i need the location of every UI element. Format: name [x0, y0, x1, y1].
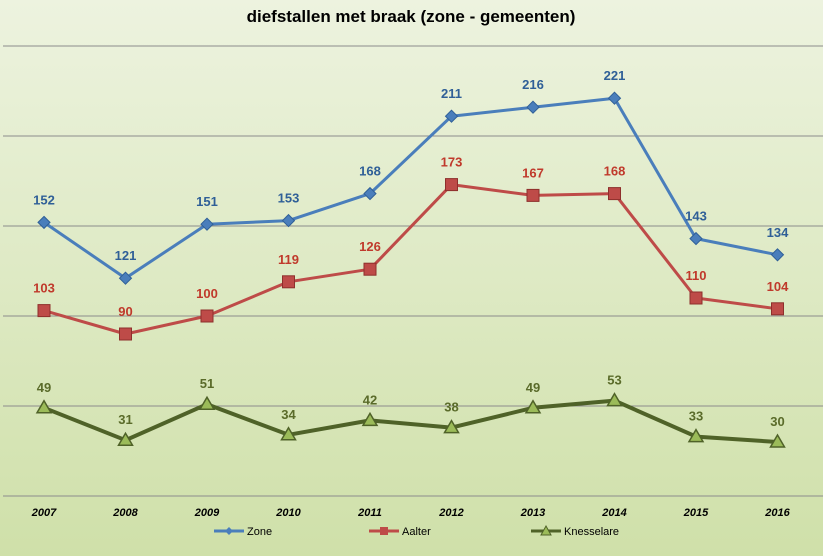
legend-label-knesselare: Knesselare	[564, 526, 619, 538]
data-label-zone-2015: 143	[685, 209, 707, 224]
data-point-knesselare-2011	[361, 411, 379, 427]
data-label-aalter-2015: 110	[686, 268, 707, 283]
data-label-aalter-2012: 173	[441, 155, 463, 170]
x-tick-label: 2011	[357, 507, 382, 519]
legend-marker-aalter	[380, 527, 388, 535]
data-point-aalter-2012	[445, 178, 458, 192]
series-line-knesselare	[43, 398, 778, 444]
data-point-zone-2010	[281, 213, 296, 228]
data-label-knesselare-2009: 51	[200, 376, 214, 391]
x-tick-label: 2009	[194, 507, 220, 519]
data-point-zone-2016	[770, 248, 785, 262]
data-point-knesselare-2010	[280, 426, 297, 441]
data-point-aalter-2013	[526, 188, 540, 202]
data-point-aalter-2015	[689, 291, 703, 305]
data-label-aalter-2008: 90	[118, 304, 132, 319]
x-tick-label: 2015	[683, 507, 709, 519]
chart-title: diefstallen met braak (zone - gemeenten)	[247, 7, 576, 26]
legend-marker-zone	[225, 527, 233, 535]
data-label-zone-2013: 216	[522, 77, 544, 92]
x-tick-label: 2013	[520, 507, 545, 519]
data-label-knesselare-2016: 30	[770, 414, 784, 429]
data-point-knesselare-2009	[198, 395, 216, 410]
series-line-aalter	[43, 183, 778, 336]
x-tick-label: 2010	[275, 507, 301, 519]
data-point-aalter-2009	[200, 309, 214, 323]
data-point-aalter-2007	[37, 304, 51, 318]
data-point-knesselare-2007	[35, 399, 53, 414]
data-point-zone-2014	[607, 91, 622, 105]
data-label-knesselare-2007: 49	[37, 380, 51, 395]
data-point-knesselare-2014	[606, 392, 623, 407]
data-label-knesselare-2012: 38	[444, 400, 458, 415]
data-label-aalter-2010: 119	[278, 252, 299, 267]
data-point-zone-2012	[444, 109, 459, 123]
data-label-zone-2007: 152	[33, 192, 55, 207]
data-point-aalter-2010	[282, 275, 295, 289]
legend-marker-knesselare	[540, 524, 552, 536]
series-line-zone	[43, 96, 778, 280]
legend-item-aalter: Aalter	[369, 526, 431, 538]
x-tick-label: 2014	[601, 507, 626, 519]
data-point-zone-2013	[526, 100, 540, 114]
data-label-aalter-2016: 104	[767, 279, 789, 294]
data-label-aalter-2011: 126	[359, 239, 381, 254]
data-point-zone-2009	[200, 217, 214, 231]
data-label-knesselare-2013: 49	[526, 380, 540, 395]
data-label-zone-2008: 121	[115, 248, 137, 263]
legend-item-zone: Zone	[214, 526, 272, 538]
data-label-zone-2011: 168	[359, 164, 381, 179]
data-label-zone-2016: 134	[767, 225, 789, 240]
x-tick-label: 2007	[31, 507, 57, 519]
data-point-knesselare-2015	[687, 428, 705, 443]
legend-item-knesselare: Knesselare	[531, 524, 619, 538]
data-point-knesselare-2012	[443, 419, 460, 434]
data-label-knesselare-2011: 42	[363, 392, 377, 407]
data-label-aalter-2014: 168	[604, 164, 626, 179]
data-label-knesselare-2010: 34	[281, 407, 296, 422]
data-point-aalter-2014	[608, 187, 621, 201]
data-label-knesselare-2014: 53	[607, 373, 621, 388]
data-point-aalter-2016	[771, 302, 784, 316]
data-point-knesselare-2016	[769, 433, 786, 448]
legend-label-zone: Zone	[247, 526, 272, 538]
data-point-zone-2007	[37, 215, 51, 230]
data-label-knesselare-2015: 33	[689, 409, 703, 424]
data-label-zone-2012: 211	[441, 86, 462, 101]
data-label-zone-2010: 153	[278, 191, 300, 206]
data-point-knesselare-2013	[524, 399, 542, 414]
data-point-zone-2011	[363, 186, 377, 201]
x-tick-label: 2016	[764, 507, 790, 519]
data-point-aalter-2008	[119, 327, 132, 341]
x-tick-label: 2012	[438, 507, 463, 519]
data-point-zone-2015	[689, 231, 703, 246]
data-point-knesselare-2008	[117, 431, 134, 446]
data-point-aalter-2011	[363, 262, 377, 276]
data-label-knesselare-2008: 31	[118, 412, 132, 427]
data-label-zone-2014: 221	[604, 68, 626, 83]
data-label-aalter-2009: 100	[196, 286, 218, 301]
x-tick-label: 2008	[112, 507, 138, 519]
data-point-zone-2008	[118, 271, 133, 285]
legend-label-aalter: Aalter	[402, 526, 431, 538]
data-label-aalter-2007: 103	[33, 281, 55, 296]
data-label-aalter-2013: 167	[522, 165, 544, 180]
data-label-zone-2009: 151	[196, 194, 218, 209]
